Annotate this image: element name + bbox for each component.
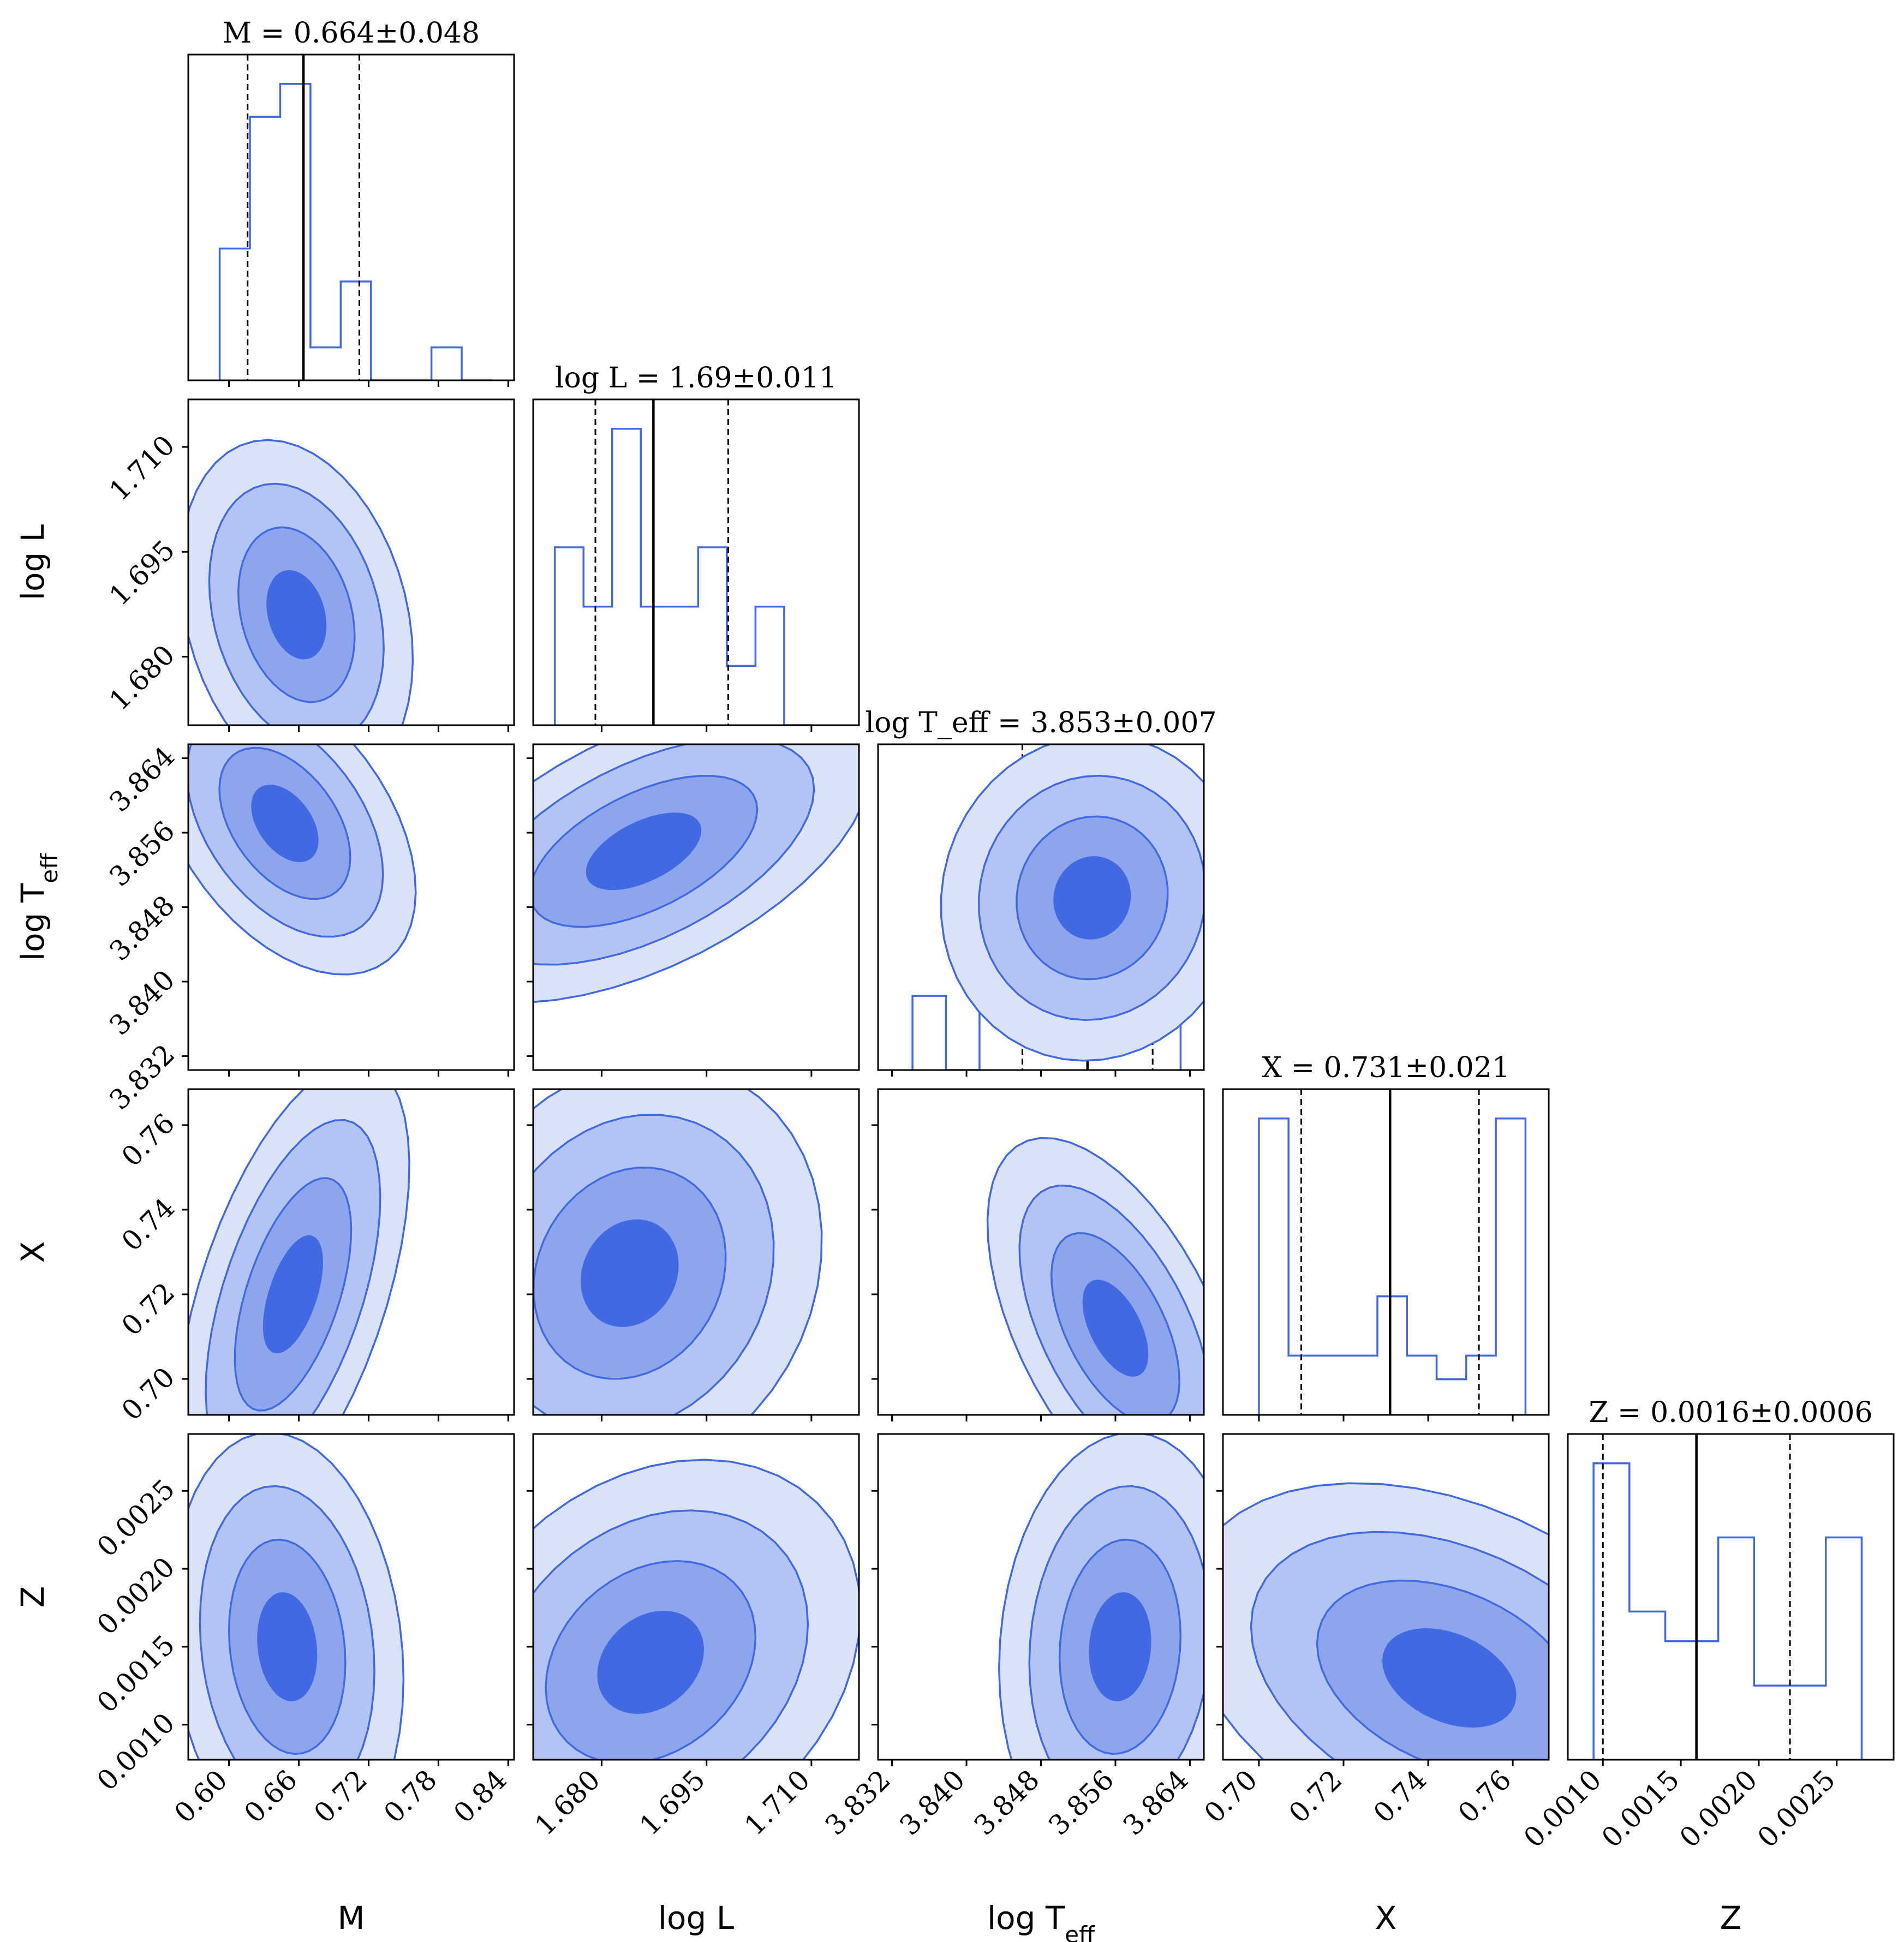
panel-frame-4-3 [1222, 1433, 1550, 1761]
contour-level-1 [1382, 1628, 1517, 1728]
hist-title-X: X = 0.731±0.021 [1262, 1051, 1510, 1084]
contour-panel-logL-vs-M [188, 439, 414, 725]
hist-panel-Z: Z = 0.0016±0.0006 [1589, 1396, 1873, 1760]
contour-panel-X-vs-logL [533, 1089, 823, 1415]
panel-frame-4-0 [187, 1433, 515, 1761]
x-tick-label-logL: 1.695 [634, 1764, 711, 1841]
contour-panel-X-vs-M [188, 1089, 410, 1415]
hist-step-M [218, 82, 492, 380]
y-tick-label-X: 0.76 [116, 1107, 181, 1173]
hist-title-logL: log L = 1.69±0.011 [555, 362, 837, 395]
x-tick-label-logL: 1.680 [529, 1764, 606, 1841]
panel-frame-4-4 [1567, 1433, 1895, 1761]
y-axis-label-Z: Z [14, 1586, 51, 1608]
contour-level-1 [581, 1219, 679, 1327]
hist-step-logL [553, 427, 813, 725]
panel-frame-0-0 [187, 53, 515, 381]
contour-panel-logTeff-vs-logL [533, 744, 859, 1003]
hist-panel-X: X = 0.731±0.021 [1258, 1051, 1527, 1415]
y-tick-label-logL: 1.710 [103, 429, 181, 507]
x-tick-label-logTeff: 3.848 [968, 1764, 1046, 1841]
y-tick-label-X: 0.74 [116, 1192, 181, 1257]
contour-panel-Z-vs-logL [533, 1459, 859, 1760]
hist-title-logTeff: log T_eff = 3.853±0.007 [865, 707, 1216, 739]
x-tick-label-M: 0.66 [238, 1764, 303, 1829]
x-axis-label-M: M [337, 1899, 365, 1937]
contour-level-1 [251, 785, 319, 862]
contour-level-1 [586, 812, 702, 891]
y-tick-label-X: 0.72 [116, 1277, 181, 1342]
y-tick-label-logTeff: 3.848 [103, 889, 181, 967]
panel-frame-4-1 [532, 1433, 860, 1761]
contour-level-1 [262, 1235, 323, 1354]
x-tick-label-logTeff: 3.856 [1042, 1764, 1120, 1841]
y-tick-label-logTeff: 3.856 [103, 815, 181, 893]
panel-frame-3-0 [187, 1088, 515, 1416]
x-axis-label-Z: Z [1720, 1899, 1742, 1937]
hist-panel-M: M = 0.664±0.048 [218, 17, 492, 380]
x-axis-label-logL: log L [658, 1899, 734, 1937]
x-axis-label-logTeff: log Teff [987, 1899, 1095, 1942]
x-tick-label-X: 0.76 [1452, 1764, 1518, 1829]
y-tick-label-logL: 1.695 [103, 534, 181, 612]
y-axis-label-logTeff: log Teff [14, 853, 63, 961]
contour-panel-logTeff-vs-logTeff [940, 744, 1204, 1062]
hist-step-Z [1592, 1462, 1863, 1760]
x-axis-label-X: X [1375, 1899, 1397, 1937]
contour-level-1 [1082, 1280, 1149, 1377]
x-tick-label-logTeff: 3.832 [819, 1764, 897, 1841]
x-tick-label-M: 0.72 [308, 1764, 373, 1829]
contour-level-1 [266, 570, 327, 660]
x-tick-label-Z: 0.0025 [1752, 1764, 1842, 1854]
y-axis-label-X: X [14, 1241, 51, 1263]
y-tick-label-logTeff: 3.864 [103, 740, 181, 818]
x-tick-label-M: 0.78 [378, 1764, 443, 1829]
y-tick-label-logL: 1.680 [103, 639, 181, 716]
x-tick-label-X: 0.70 [1198, 1764, 1264, 1829]
y-tick-label-logTeff: 3.832 [103, 1038, 181, 1116]
contour-level-1 [257, 1592, 318, 1701]
contour-panel-Z-vs-X [1223, 1482, 1549, 1760]
y-tick-label-Z: 0.0020 [91, 1551, 181, 1641]
y-tick-label-logTeff: 3.840 [103, 964, 181, 1041]
hist-panel-logL: log L = 1.69±0.011 [553, 362, 837, 725]
panel-frame-3-3 [1222, 1088, 1550, 1416]
hist-title-Z: Z = 0.0016±0.0006 [1589, 1396, 1872, 1429]
y-tick-label-Z: 0.0010 [91, 1707, 181, 1797]
y-tick-label-Z: 0.0025 [91, 1473, 181, 1563]
x-tick-label-logTeff: 3.864 [1117, 1764, 1195, 1841]
x-tick-label-Z: 0.0015 [1596, 1764, 1686, 1854]
panel-frame-3-1 [532, 1088, 860, 1416]
panel-frame-1-1 [532, 398, 860, 726]
contour-level-1 [1089, 1592, 1151, 1701]
x-tick-label-logL: 1.710 [738, 1764, 816, 1841]
x-tick-label-M: 0.84 [447, 1764, 513, 1829]
y-axis-label-logL: log L [14, 524, 51, 600]
contour-panel-X-vs-logTeff [986, 1137, 1204, 1415]
contour-level-1 [597, 1610, 705, 1714]
contour-panel-Z-vs-logTeff [998, 1434, 1204, 1760]
contour-level-1 [1053, 856, 1131, 940]
hist-title-M: M = 0.664±0.048 [223, 17, 480, 50]
y-tick-label-X: 0.70 [116, 1361, 181, 1427]
x-tick-label-M: 0.60 [168, 1764, 234, 1829]
x-tick-label-Z: 0.0010 [1518, 1764, 1608, 1854]
hist-step-X [1258, 1117, 1527, 1415]
x-tick-label-logTeff: 3.840 [893, 1764, 971, 1841]
y-tick-label-Z: 0.0015 [91, 1629, 181, 1719]
contour-panel-logTeff-vs-M [188, 744, 417, 976]
x-tick-label-X: 0.72 [1283, 1764, 1348, 1829]
panel-frame-1-0 [187, 398, 515, 726]
x-tick-label-Z: 0.0020 [1674, 1764, 1764, 1854]
x-tick-label-X: 0.74 [1368, 1764, 1433, 1829]
contour-panel-Z-vs-M [188, 1434, 405, 1760]
